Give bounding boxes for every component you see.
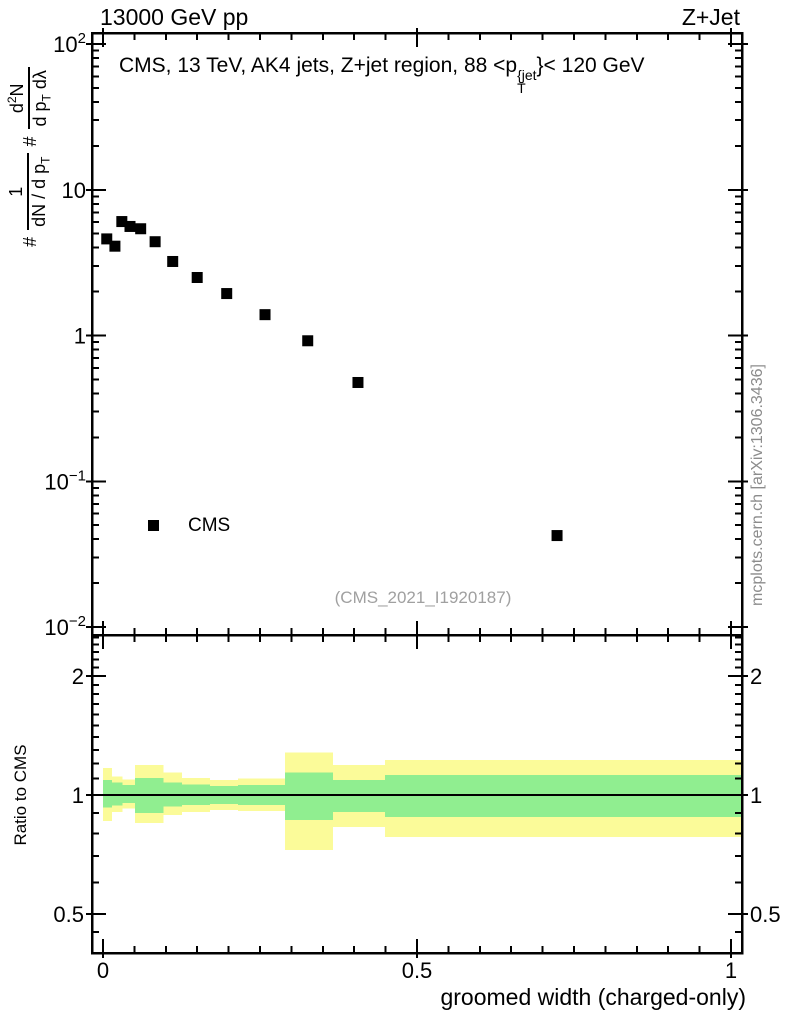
x-tick-label: 1 (725, 958, 737, 983)
plot-title-text: CMS, 13 TeV, AK4 jets, Z+jet region, 88 … (119, 54, 518, 77)
plot-frames (90, 31, 744, 955)
axis-ticks (86, 28, 748, 958)
plot-title-tail: }< 120 GeV (536, 54, 645, 77)
pt-subscript: T (517, 80, 526, 96)
legend-label: CMS (188, 515, 231, 536)
process-label: Z+Jet (681, 4, 740, 30)
ratio-y-tick-label-right: 1 (750, 783, 762, 808)
main-y-tick-label: 1 (74, 324, 86, 349)
beam-energy-label: 13000 GeV pp (100, 4, 249, 30)
ratio-y-tick-label-left: 2 (72, 664, 84, 689)
ratio-y-tick-label-left: 1 (72, 783, 84, 808)
main-y-tick-label: 102 (53, 30, 86, 57)
main-y-tick-label: 10 (62, 178, 86, 203)
axis-tick-labels: 102 10 1 10−1 10−2 2 2 1 1 0.5 0.5 0 0.5 1 (44, 30, 780, 983)
main-y-axis-label: # 1 dN / d pT # d2N d pT dλ (3, 31, 57, 283)
x-axis-label: groomed width (charged-only) (440, 984, 746, 1010)
x-tick-label: 0 (97, 958, 109, 983)
x-tick-label: 0.5 (402, 958, 433, 983)
main-y-tick-label: 10−1 (44, 467, 86, 494)
main-y-tick-label: 10−2 (44, 613, 86, 640)
ratio-y-tick-label-right: 0.5 (750, 902, 781, 927)
plot-title: CMS, 13 TeV, AK4 jets, Z+jet region, 88 … (119, 54, 645, 96)
legend-marker-square (148, 520, 159, 531)
hash-symbol: # (19, 236, 40, 247)
hash-symbol: # (19, 136, 40, 147)
pt-superscript: {jet (517, 67, 537, 83)
mcplots-attribution-note: mcplots.cern.ch [arXiv:1306.3436] (749, 364, 766, 606)
ratio-y-tick-label-right: 2 (750, 664, 762, 689)
normalization-fraction: 1 dN / d pT (6, 153, 53, 230)
pt-jet-supsub: {jet T (517, 67, 537, 96)
ratio-y-tick-label-left: 0.5 (53, 902, 84, 927)
ratio-y-axis-label: Ratio to CMS (11, 744, 30, 846)
analysis-id-watermark: (CMS_2021_I1920187) (334, 588, 512, 607)
data-points (101, 216, 563, 542)
differential-fraction: d2N d pT dλ (5, 67, 54, 130)
